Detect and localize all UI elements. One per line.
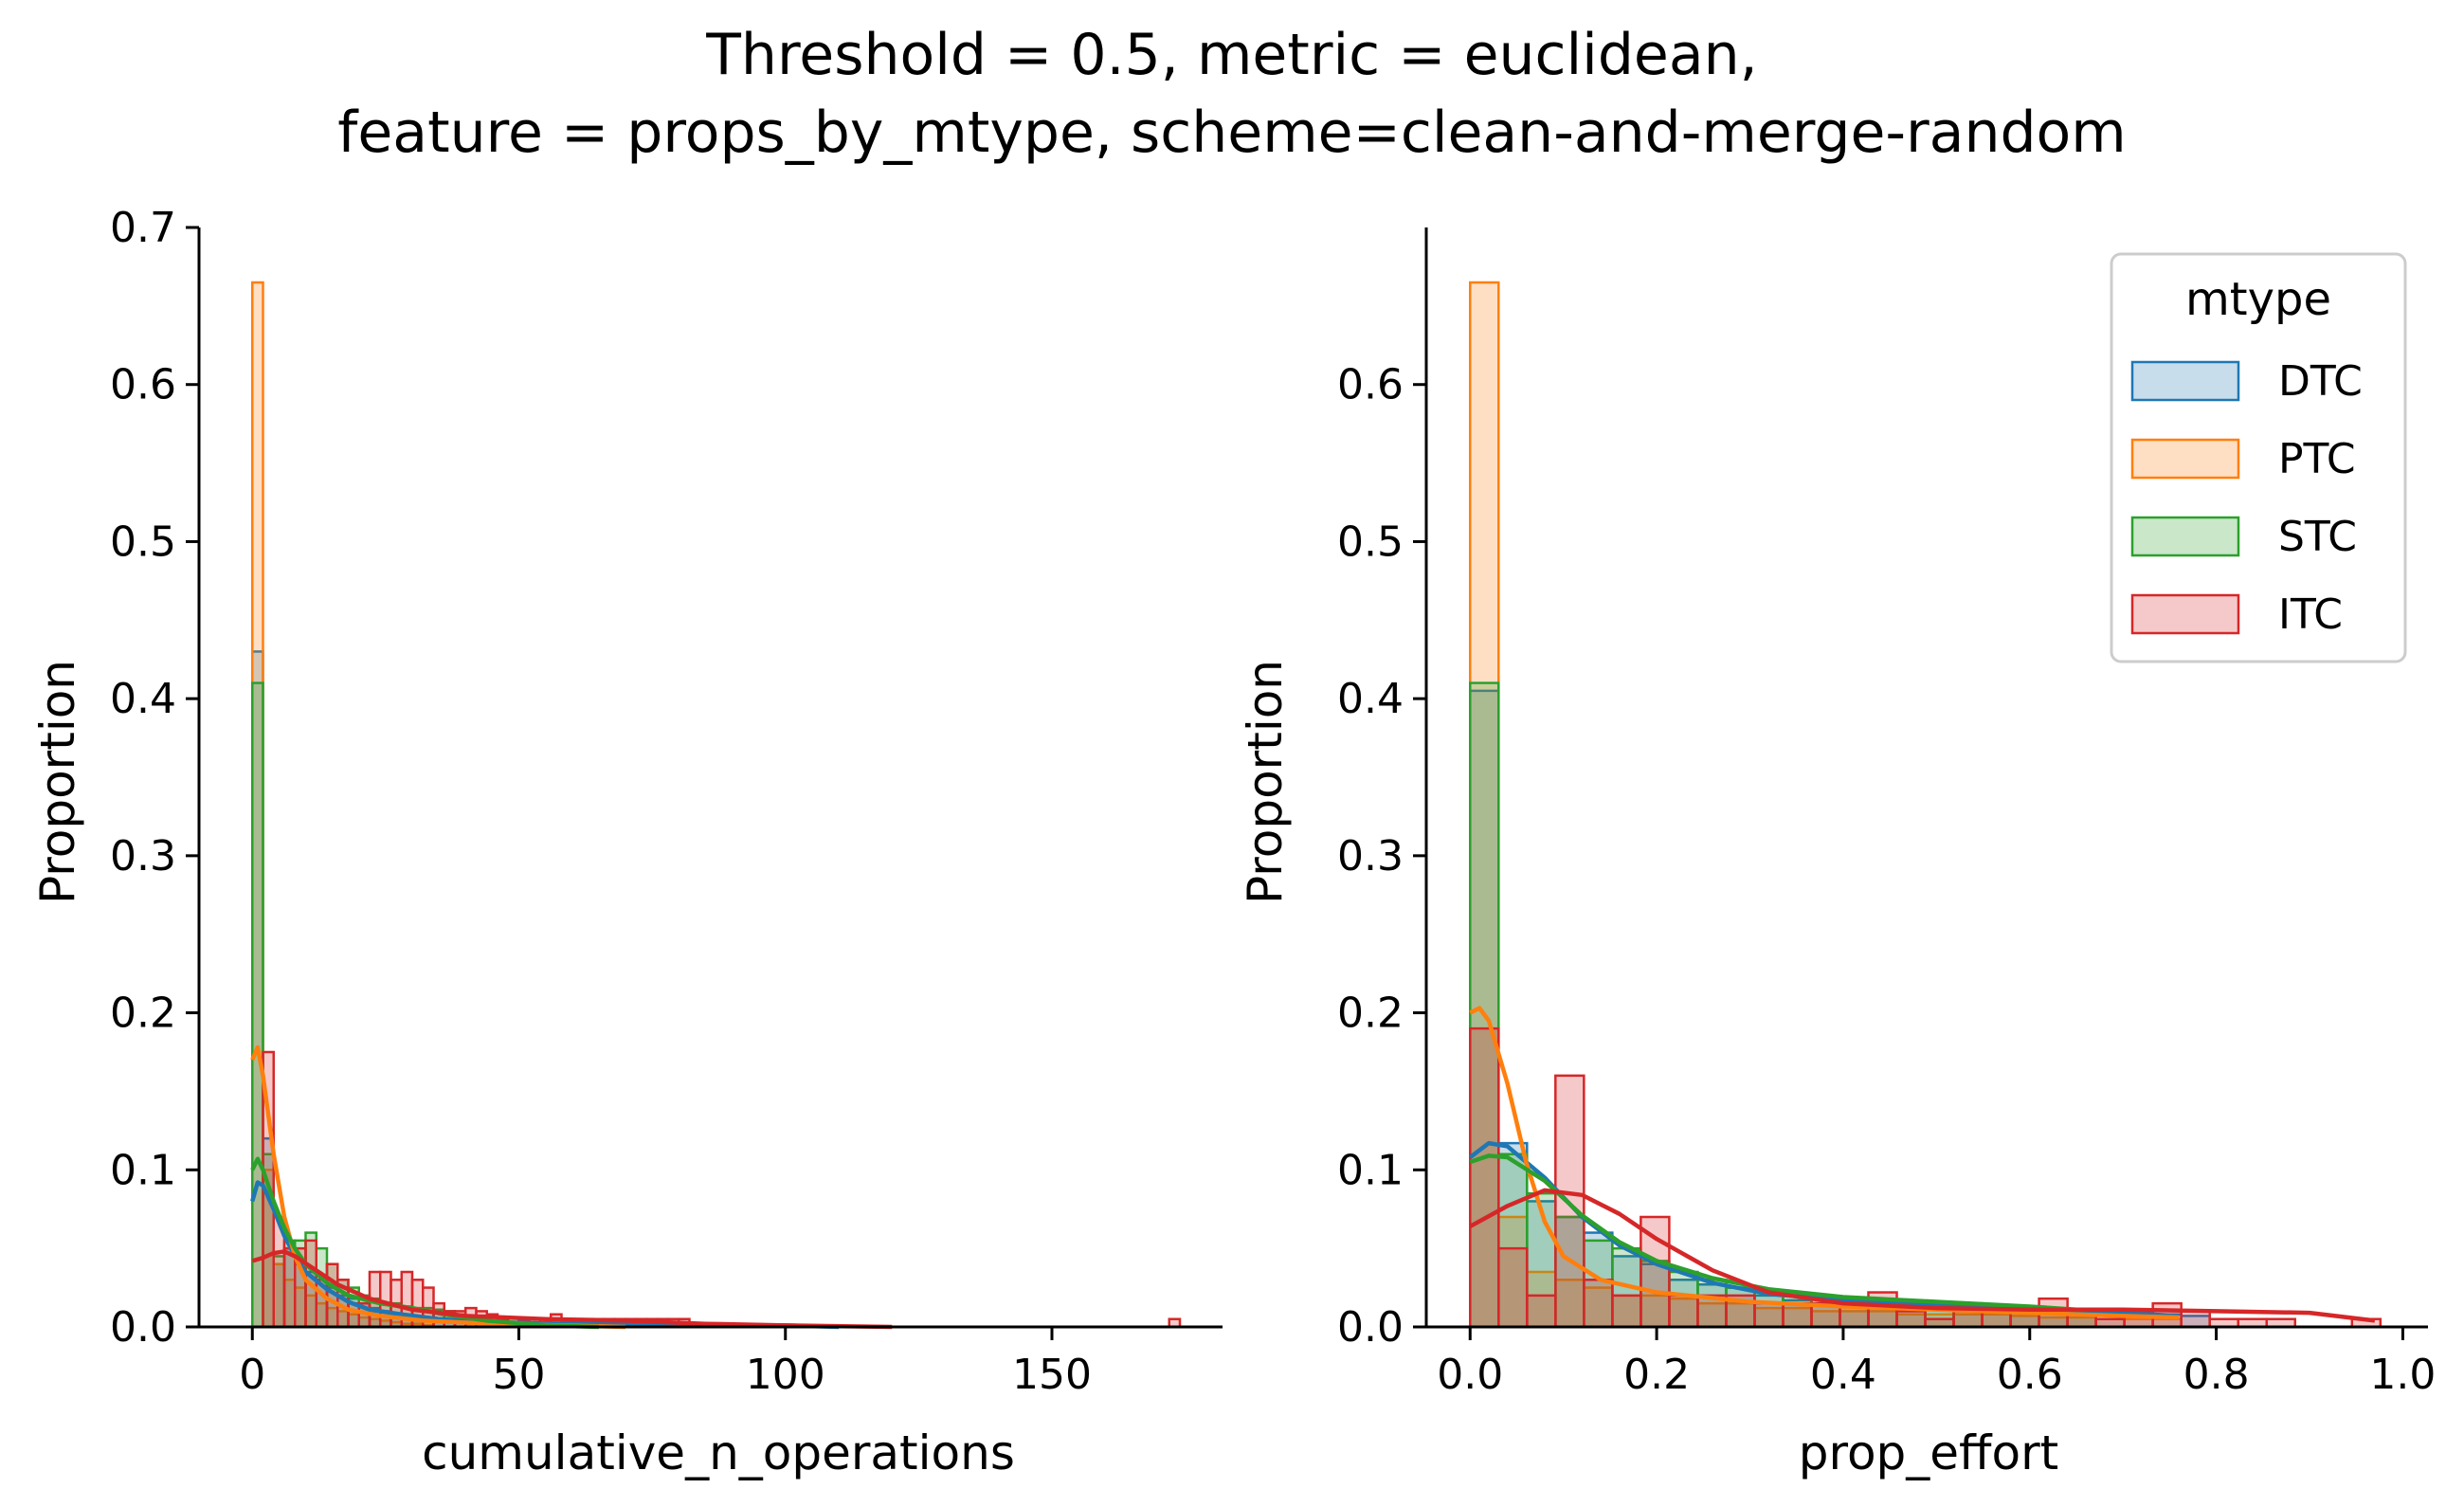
left-y-tick-label: 0.3	[110, 832, 176, 881]
right-itc-kde-line	[1469, 1188, 2376, 1323]
left-y-tick-label: 0.0	[110, 1303, 176, 1352]
left-stc-kde-line	[250, 1156, 599, 1330]
right-x-tick-label: 0.6	[1997, 1351, 2063, 1399]
left-y-tick-label: 0.7	[110, 204, 176, 252]
legend-entries: DTC PTC STC ITC	[2130, 357, 2363, 639]
right-x-tick-label: 0.8	[2183, 1351, 2250, 1399]
legend-swatch-dtc	[2130, 360, 2240, 402]
legend-entry-stc: STC	[2130, 513, 2357, 561]
right-y-tick-label: 0.0	[1337, 1303, 1404, 1352]
legend-frame	[2110, 252, 2407, 663]
right-histogram-axes: 0.0 0.1 0.2 0.3 0.4 0.5 0.6 0.0 0.2 0.4 0.6 0.8 1.0	[1337, 227, 2436, 1399]
left-y-tick-label: 0.6	[110, 361, 176, 409]
left-x-tick-label: 150	[1012, 1351, 1092, 1399]
right-y-tick-label: 0.3	[1337, 832, 1404, 881]
right-histogram-panel: 0.00.10.20.30.40.50.60.0 0.2 0.4 0.6 0.8 1.0 …	[1238, 227, 2436, 1480]
left-x-tick-label: 0	[239, 1351, 265, 1399]
right-y-axis-label: Proportion	[1238, 660, 1293, 904]
legend-label-ptc: PTC	[2278, 435, 2356, 483]
right-itc-bar-4	[1583, 1279, 1614, 1329]
right-itc-bar-7	[1668, 1294, 1699, 1329]
right-x-tick-label: 1.0	[2369, 1351, 2436, 1399]
right-stc-kde-line	[1469, 1153, 2077, 1313]
right-x-axis-label: prop_effort	[1799, 1425, 2059, 1480]
legend-label-itc: ITC	[2278, 590, 2343, 639]
right-itc-bar-0	[1469, 1026, 1500, 1329]
legend-entry-itc: ITC	[2130, 590, 2343, 639]
left-histogram-panel: 0.0 0.1 0.2 0.3 0.4 0.5 0.6 0.7 0 50 100 150 cumula…	[30, 204, 1223, 1480]
legend-label-dtc: DTC	[2278, 357, 2363, 406]
right-itc-bar-2	[1526, 1294, 1557, 1329]
left-x-tick-label: 100	[746, 1351, 825, 1399]
legend-swatch-ptc	[2130, 438, 2240, 480]
right-ptc-kde-line	[1469, 1006, 2180, 1320]
right-histogram-marks	[1468, 281, 2382, 1329]
left-x-axis-label: cumulative_n_operations	[422, 1425, 1015, 1480]
left-x-tick-label: 50	[493, 1351, 546, 1399]
left-histogram-marks	[250, 281, 1182, 1330]
right-itc-bar-11	[1782, 1301, 1813, 1329]
left-y-tick-label: 0.1	[110, 1146, 176, 1194]
left-y-axis-label: Proportion	[30, 660, 85, 904]
right-x-tick-label: 0.2	[1623, 1351, 1690, 1399]
legend-label-stc: STC	[2278, 513, 2357, 561]
right-ptc-bar-1	[1497, 1215, 1529, 1329]
right-itc-bar-17	[1952, 1310, 1984, 1329]
right-dtc-bar-8	[1696, 1283, 1728, 1329]
right-itc-bar-25	[2180, 1310, 2211, 1329]
legend-title: mtype	[2185, 273, 2331, 326]
left-stc-bar-0	[251, 681, 264, 1329]
right-itc-bar-5	[1611, 1294, 1642, 1329]
figure-title-line-2: feature = props_by_mtype, scheme=clean-a…	[337, 100, 2126, 166]
left-itc-bar-2	[282, 1246, 297, 1329]
left-ptc-kde-line	[250, 1044, 626, 1330]
right-y-tick-label: 0.4	[1337, 675, 1404, 723]
right-y-tick-label: 0.6	[1337, 361, 1404, 409]
right-itc-bar-15	[1895, 1310, 1927, 1329]
left-series-ptc	[251, 281, 435, 1329]
right-y-tick-label: 0.2	[1337, 990, 1404, 1038]
right-x-tick-label: 0.4	[1810, 1351, 1876, 1399]
legend-entry-ptc: PTC	[2130, 435, 2356, 483]
right-x-tick-label: 0.0	[1437, 1351, 1503, 1399]
left-series-dtc	[251, 650, 520, 1329]
legend-entry-dtc: DTC	[2130, 357, 2363, 406]
left-y-tick-label: 0.4	[110, 675, 176, 723]
left-y-tick-label: 0.5	[110, 517, 176, 566]
left-histogram-axes: 0.0 0.1 0.2 0.3 0.4 0.5 0.6 0.7 0 50 100 150	[110, 204, 1223, 1399]
right-ptc-bar-6	[1640, 1294, 1671, 1329]
right-y-tick-label: 0.1	[1337, 1146, 1404, 1194]
legend-swatch-itc	[2130, 593, 2240, 635]
right-dtc-bar-7	[1668, 1279, 1699, 1329]
legend-swatch-stc	[2130, 516, 2240, 557]
left-series-itc	[262, 1050, 1182, 1329]
right-y-tick-label: 0.5	[1337, 517, 1404, 566]
right-itc-bar-10	[1753, 1301, 1785, 1329]
left-itc-kde-line	[251, 1249, 893, 1330]
left-y-tick-label: 0.2	[110, 990, 176, 1038]
legend: mtype DTC PTC STC ITC	[2110, 252, 2407, 663]
right-itc-bar-1	[1497, 1246, 1529, 1329]
figure-title-line-1: Threshold = 0.5, metric = euclidean,	[705, 22, 1757, 88]
